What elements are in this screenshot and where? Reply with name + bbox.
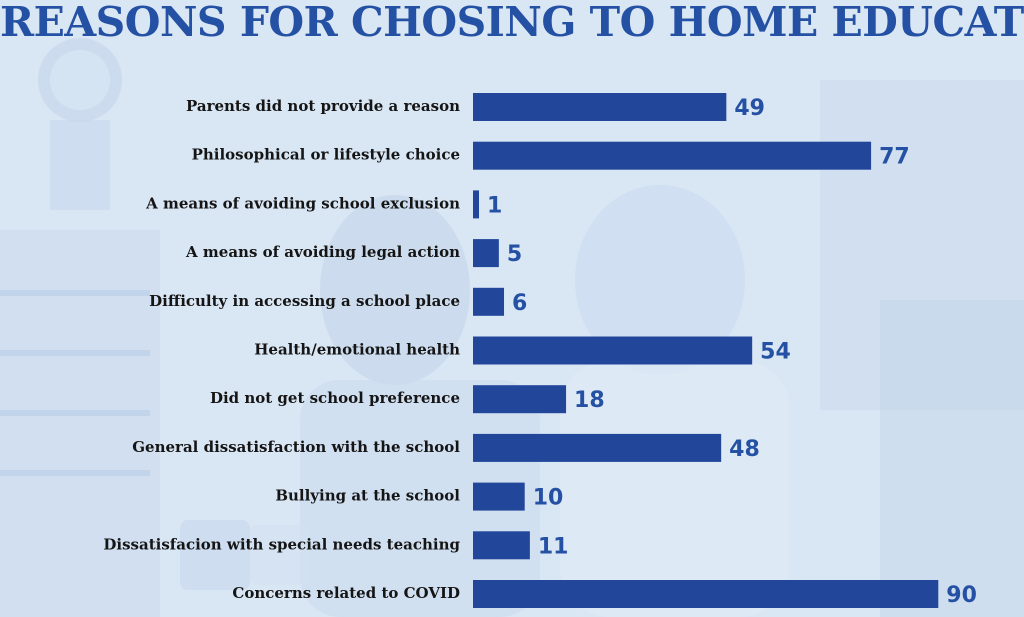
bar <box>473 482 525 511</box>
bar-value-label: 5 <box>507 242 522 267</box>
bar <box>473 531 530 560</box>
category-label: Bullying at the school <box>275 487 460 505</box>
bar-value-label: 90 <box>946 583 977 608</box>
category-label: Dissatisfacion with special needs teachi… <box>103 535 460 553</box>
category-label: General dissatisfaction with the school <box>132 438 460 456</box>
category-label: A means of avoiding school exclusion <box>145 194 460 212</box>
bar <box>473 336 753 365</box>
category-label: Difficulty in accessing a school place <box>149 292 460 310</box>
bar <box>473 433 722 462</box>
bar <box>473 239 499 268</box>
bar-value-label: 11 <box>538 534 569 559</box>
category-label: Did not get school preference <box>210 389 460 407</box>
bar <box>473 580 939 608</box>
category-label: A means of avoiding legal action <box>185 243 460 261</box>
bar-value-label: 49 <box>734 96 765 121</box>
bar <box>473 190 479 219</box>
bar-value-label: 18 <box>574 388 605 413</box>
bar <box>473 93 727 121</box>
bar-value-label: 10 <box>533 486 564 511</box>
category-label: Parents did not provide a reason <box>186 97 460 115</box>
bar <box>473 141 872 170</box>
bar-value-label: 48 <box>729 437 760 462</box>
bar-value-label: 6 <box>512 291 527 316</box>
bar-value-label: 1 <box>487 193 502 218</box>
bar <box>473 287 505 316</box>
category-label: Philosophical or lifestyle choice <box>192 146 460 164</box>
bar-value-label: 54 <box>760 340 791 365</box>
bar <box>473 385 567 414</box>
chart-title: REASONS FOR CHOSING TO HOME EDUCATE <box>0 0 1024 46</box>
category-label: Health/emotional health <box>254 341 460 359</box>
category-label: Concerns related to COVID <box>232 584 460 602</box>
bar-value-label: 77 <box>879 145 910 170</box>
